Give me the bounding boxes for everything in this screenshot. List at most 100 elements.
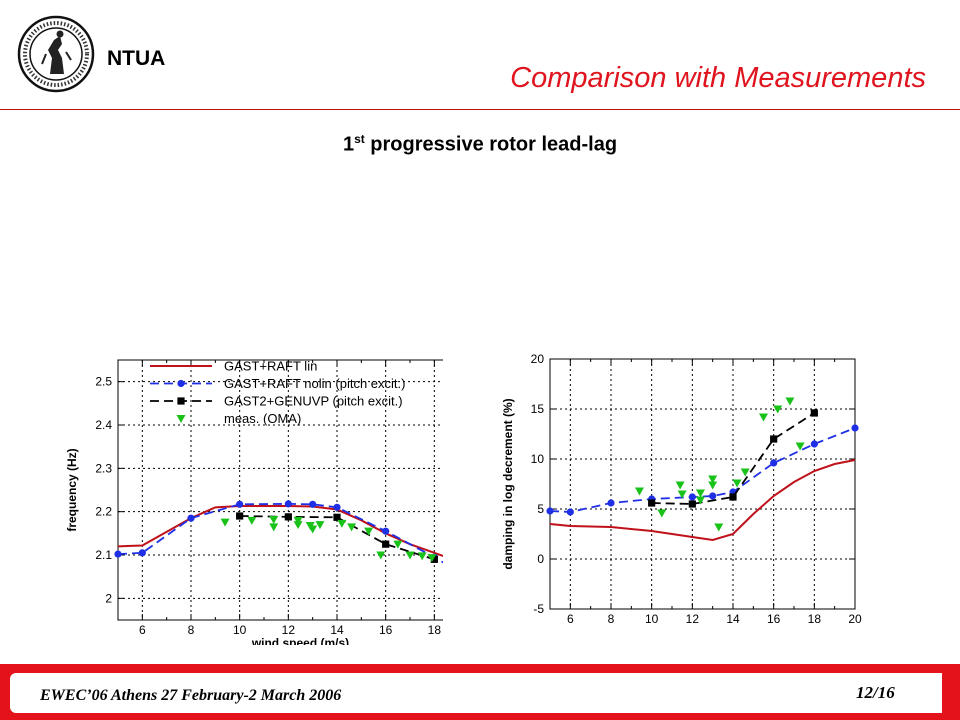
slide-subtitle: 1st progressive rotor lead-lag: [0, 132, 960, 157]
x-tick-label: 18: [428, 623, 442, 637]
y-tick-label: 2.1: [95, 548, 112, 562]
x-tick-label: 20: [848, 612, 862, 625]
plot-frame: [549, 358, 856, 610]
footer-event: EWEC’06 Athens 27 February-2 March 2006: [40, 687, 342, 704]
data-point: [269, 523, 279, 532]
x-tick-label: 16: [379, 623, 393, 637]
x-tick-label: 14: [726, 612, 740, 625]
legend-label: meas. (OMA): [224, 411, 301, 426]
data-point: [364, 527, 374, 536]
data-point: [284, 513, 292, 521]
data-point: [566, 508, 574, 516]
data-point: [732, 479, 742, 488]
data-point: [773, 405, 783, 414]
y-axis-label: frequency (Hz): [65, 448, 79, 531]
plot-frame: [117, 359, 443, 621]
y-tick-label: 2.3: [95, 461, 112, 475]
data-point: [714, 523, 724, 532]
data-point: [405, 551, 415, 560]
data-point: [308, 525, 318, 534]
data-point: [427, 554, 437, 563]
series-1: [546, 424, 859, 516]
data-point: [546, 507, 554, 515]
data-point: [114, 550, 122, 558]
series-1: [114, 500, 443, 564]
series-line: [549, 459, 856, 542]
series-line: [651, 412, 815, 505]
series-line: [117, 502, 443, 564]
x-tick-label: 12: [282, 623, 296, 637]
legend-marker: [177, 379, 185, 388]
data-point: [810, 409, 818, 417]
series-0: [117, 505, 443, 557]
data-point: [309, 500, 317, 508]
data-point: [607, 499, 615, 507]
subtitle-ordinal: st: [354, 132, 365, 146]
data-point: [382, 540, 390, 548]
x-tick-label: 10: [645, 612, 659, 625]
y-tick-label: 15: [531, 402, 545, 416]
y-tick-label: 10: [531, 452, 545, 466]
data-point: [269, 515, 279, 524]
data-point: [770, 459, 778, 467]
data-point: [293, 521, 303, 530]
legend-label: GAST2+GENUVP (pitch excit.): [224, 394, 403, 409]
data-point: [688, 493, 696, 501]
y-tick-label: 2: [105, 591, 112, 605]
series-3: [220, 515, 437, 563]
y-tick-label: 2.4: [95, 418, 112, 432]
data-point: [740, 468, 750, 477]
data-point: [770, 435, 778, 443]
x-tick-label: 6: [567, 612, 574, 625]
legend-label: GAST+RAFT lin: [224, 359, 317, 374]
y-tick-label: 5: [537, 502, 544, 516]
data-point: [708, 481, 718, 490]
data-point: [675, 481, 685, 490]
ntua-seal-logo: [17, 15, 95, 93]
data-point: [810, 440, 818, 448]
series-line: [117, 505, 443, 557]
y-tick-label: -5: [533, 602, 544, 616]
legend-marker: [177, 397, 185, 405]
data-point: [657, 509, 667, 518]
data-point: [785, 397, 795, 406]
data-point: [795, 442, 805, 451]
data-point: [430, 555, 438, 563]
data-point: [851, 424, 859, 432]
data-point: [293, 516, 303, 525]
data-point: [677, 490, 687, 499]
data-point: [376, 551, 386, 560]
data-point: [688, 500, 696, 508]
chart-legend: GAST+RAFT lin GAST+RAFT nolin (pitch exci…: [150, 359, 405, 426]
x-tick-label: 8: [608, 612, 615, 625]
y-tick-label: 20: [531, 352, 545, 366]
slide-title: Comparison with Measurements: [510, 62, 926, 94]
data-point: [187, 514, 195, 522]
footer-panel: [10, 673, 942, 713]
subtitle-text: progressive rotor lead-lag: [364, 133, 618, 156]
data-point: [220, 518, 230, 527]
data-point: [695, 496, 705, 505]
data-point: [315, 521, 325, 530]
data-point: [729, 493, 737, 501]
y-axis-label: damping in log decrement (%): [501, 398, 515, 569]
series-0: [549, 459, 856, 542]
data-point: [648, 499, 656, 507]
data-point: [347, 523, 357, 532]
series-line: [239, 515, 435, 561]
series-2: [648, 409, 818, 508]
x-tick-label: 12: [686, 612, 700, 625]
data-point: [337, 519, 347, 528]
y-tick-label: 0: [537, 552, 544, 566]
legend-marker: [176, 415, 186, 423]
organization-label: NTUA: [107, 47, 166, 70]
data-point: [236, 500, 244, 508]
data-point: [382, 527, 390, 535]
x-axis-label: wind speed (m/s): [251, 636, 349, 645]
data-point: [759, 413, 768, 422]
series-3: [634, 397, 805, 532]
data-point: [236, 512, 244, 520]
data-point: [708, 475, 718, 484]
